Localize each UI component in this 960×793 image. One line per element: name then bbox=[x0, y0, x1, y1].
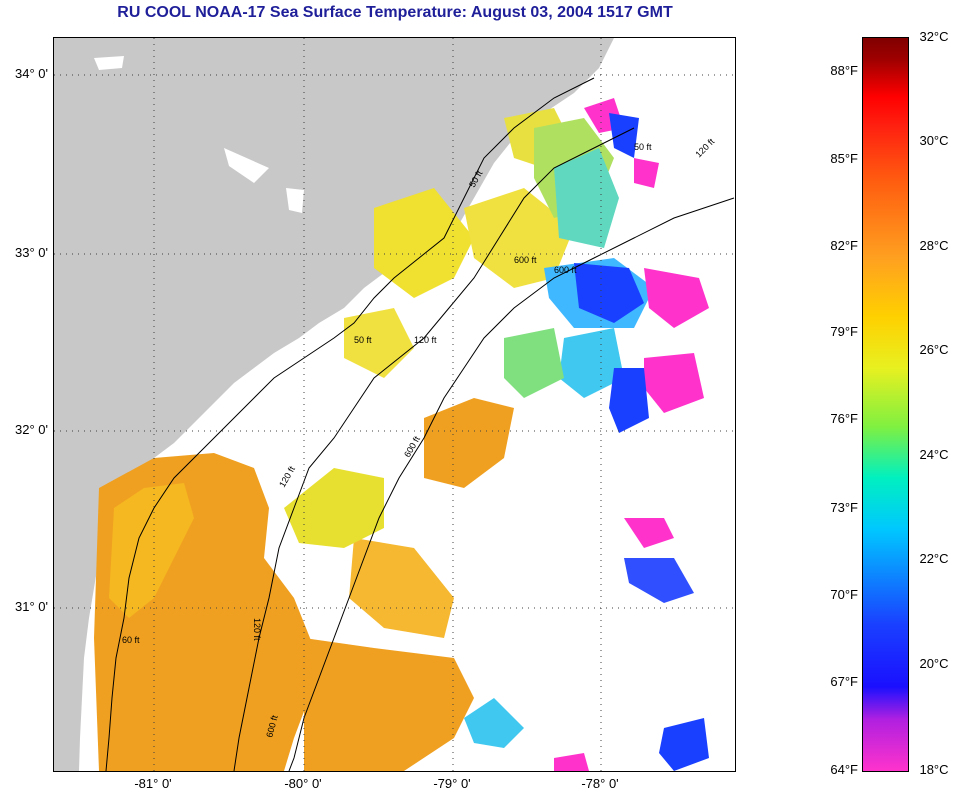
contour-label: 600 ft bbox=[514, 255, 537, 265]
contour-label: 600 ft bbox=[554, 265, 577, 275]
lat-label: 31° 0' bbox=[15, 599, 48, 614]
celsius-tick-label: 22°C bbox=[919, 551, 949, 566]
sst-map: 50 ft 120 ft 600 ft 50 ft 120 ft 600 ft … bbox=[53, 37, 736, 772]
celsius-tick-label: 32°C bbox=[919, 29, 949, 44]
contour-label: 120 ft bbox=[693, 136, 716, 159]
land-mass bbox=[54, 38, 614, 771]
fahrenheit-tick-label: 85°F bbox=[830, 151, 858, 166]
celsius-tick-label: 20°C bbox=[919, 656, 949, 671]
celsius-tick-label: 24°C bbox=[919, 447, 949, 462]
contour-label: 50 ft bbox=[634, 142, 652, 152]
fahrenheit-tick-label: 67°F bbox=[830, 674, 858, 689]
lon-label: -78° 0' bbox=[581, 776, 619, 791]
fahrenheit-tick-label: 82°F bbox=[830, 238, 858, 253]
contour-label: 120 ft bbox=[414, 335, 437, 345]
inland-lake bbox=[224, 148, 269, 183]
celsius-tick-label: 18°C bbox=[919, 762, 949, 777]
lon-label: -79° 0' bbox=[433, 776, 471, 791]
lon-label: -81° 0' bbox=[134, 776, 172, 791]
temperature-colorbar bbox=[862, 37, 909, 772]
fahrenheit-tick-label: 64°F bbox=[830, 762, 858, 777]
fahrenheit-tick-label: 79°F bbox=[830, 324, 858, 339]
lat-label: 32° 0' bbox=[15, 422, 48, 437]
contour-label: 120 ft bbox=[277, 464, 297, 489]
lat-label: 34° 0' bbox=[15, 66, 48, 81]
fahrenheit-tick-label: 88°F bbox=[830, 63, 858, 78]
celsius-tick-label: 28°C bbox=[919, 238, 949, 253]
inland-lake bbox=[94, 56, 124, 70]
fahrenheit-tick-label: 70°F bbox=[830, 587, 858, 602]
contour-label: 120 ft bbox=[252, 618, 262, 641]
lat-label: 33° 0' bbox=[15, 245, 48, 260]
sst-map-canvas: 50 ft 120 ft 600 ft 50 ft 120 ft 600 ft … bbox=[54, 38, 735, 771]
lon-label: -80° 0' bbox=[284, 776, 322, 791]
fahrenheit-tick-label: 73°F bbox=[830, 500, 858, 515]
fahrenheit-tick-label: 76°F bbox=[830, 411, 858, 426]
graticule bbox=[54, 38, 735, 771]
contour-label: 60 ft bbox=[122, 635, 140, 645]
celsius-tick-label: 26°C bbox=[919, 342, 949, 357]
inland-lake bbox=[286, 188, 304, 213]
contour-label: 50 ft bbox=[354, 335, 372, 345]
sst-patches bbox=[94, 98, 709, 771]
celsius-tick-label: 30°C bbox=[919, 133, 949, 148]
map-title: RU COOL NOAA-17 Sea Surface Temperature:… bbox=[117, 4, 673, 21]
isobath-contours bbox=[105, 77, 735, 771]
